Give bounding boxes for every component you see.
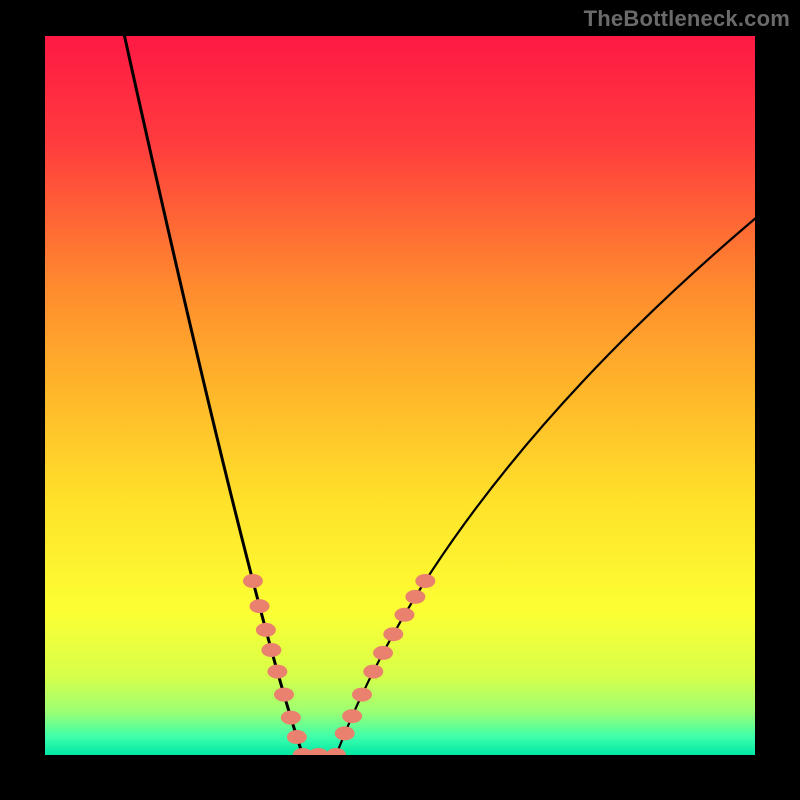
marker-dot xyxy=(256,623,276,637)
marker-dot xyxy=(281,711,301,725)
marker-dot xyxy=(250,599,270,613)
marker-dot xyxy=(363,665,383,679)
bottleneck-chart xyxy=(45,36,755,755)
marker-dot xyxy=(352,688,372,702)
marker-dot xyxy=(342,709,362,723)
marker-dot xyxy=(287,730,307,744)
marker-dot xyxy=(415,574,435,588)
plot-area xyxy=(45,36,755,755)
marker-dot xyxy=(373,646,393,660)
marker-dot xyxy=(335,726,355,740)
marker-dot xyxy=(243,574,263,588)
gradient-background xyxy=(45,36,755,755)
marker-dot xyxy=(261,643,281,657)
watermark-text: TheBottleneck.com xyxy=(584,6,790,32)
marker-dot xyxy=(405,590,425,604)
marker-dot xyxy=(267,665,287,679)
marker-dot xyxy=(383,627,403,641)
stage: TheBottleneck.com xyxy=(0,0,800,800)
marker-dot xyxy=(394,608,414,622)
marker-dot xyxy=(274,688,294,702)
